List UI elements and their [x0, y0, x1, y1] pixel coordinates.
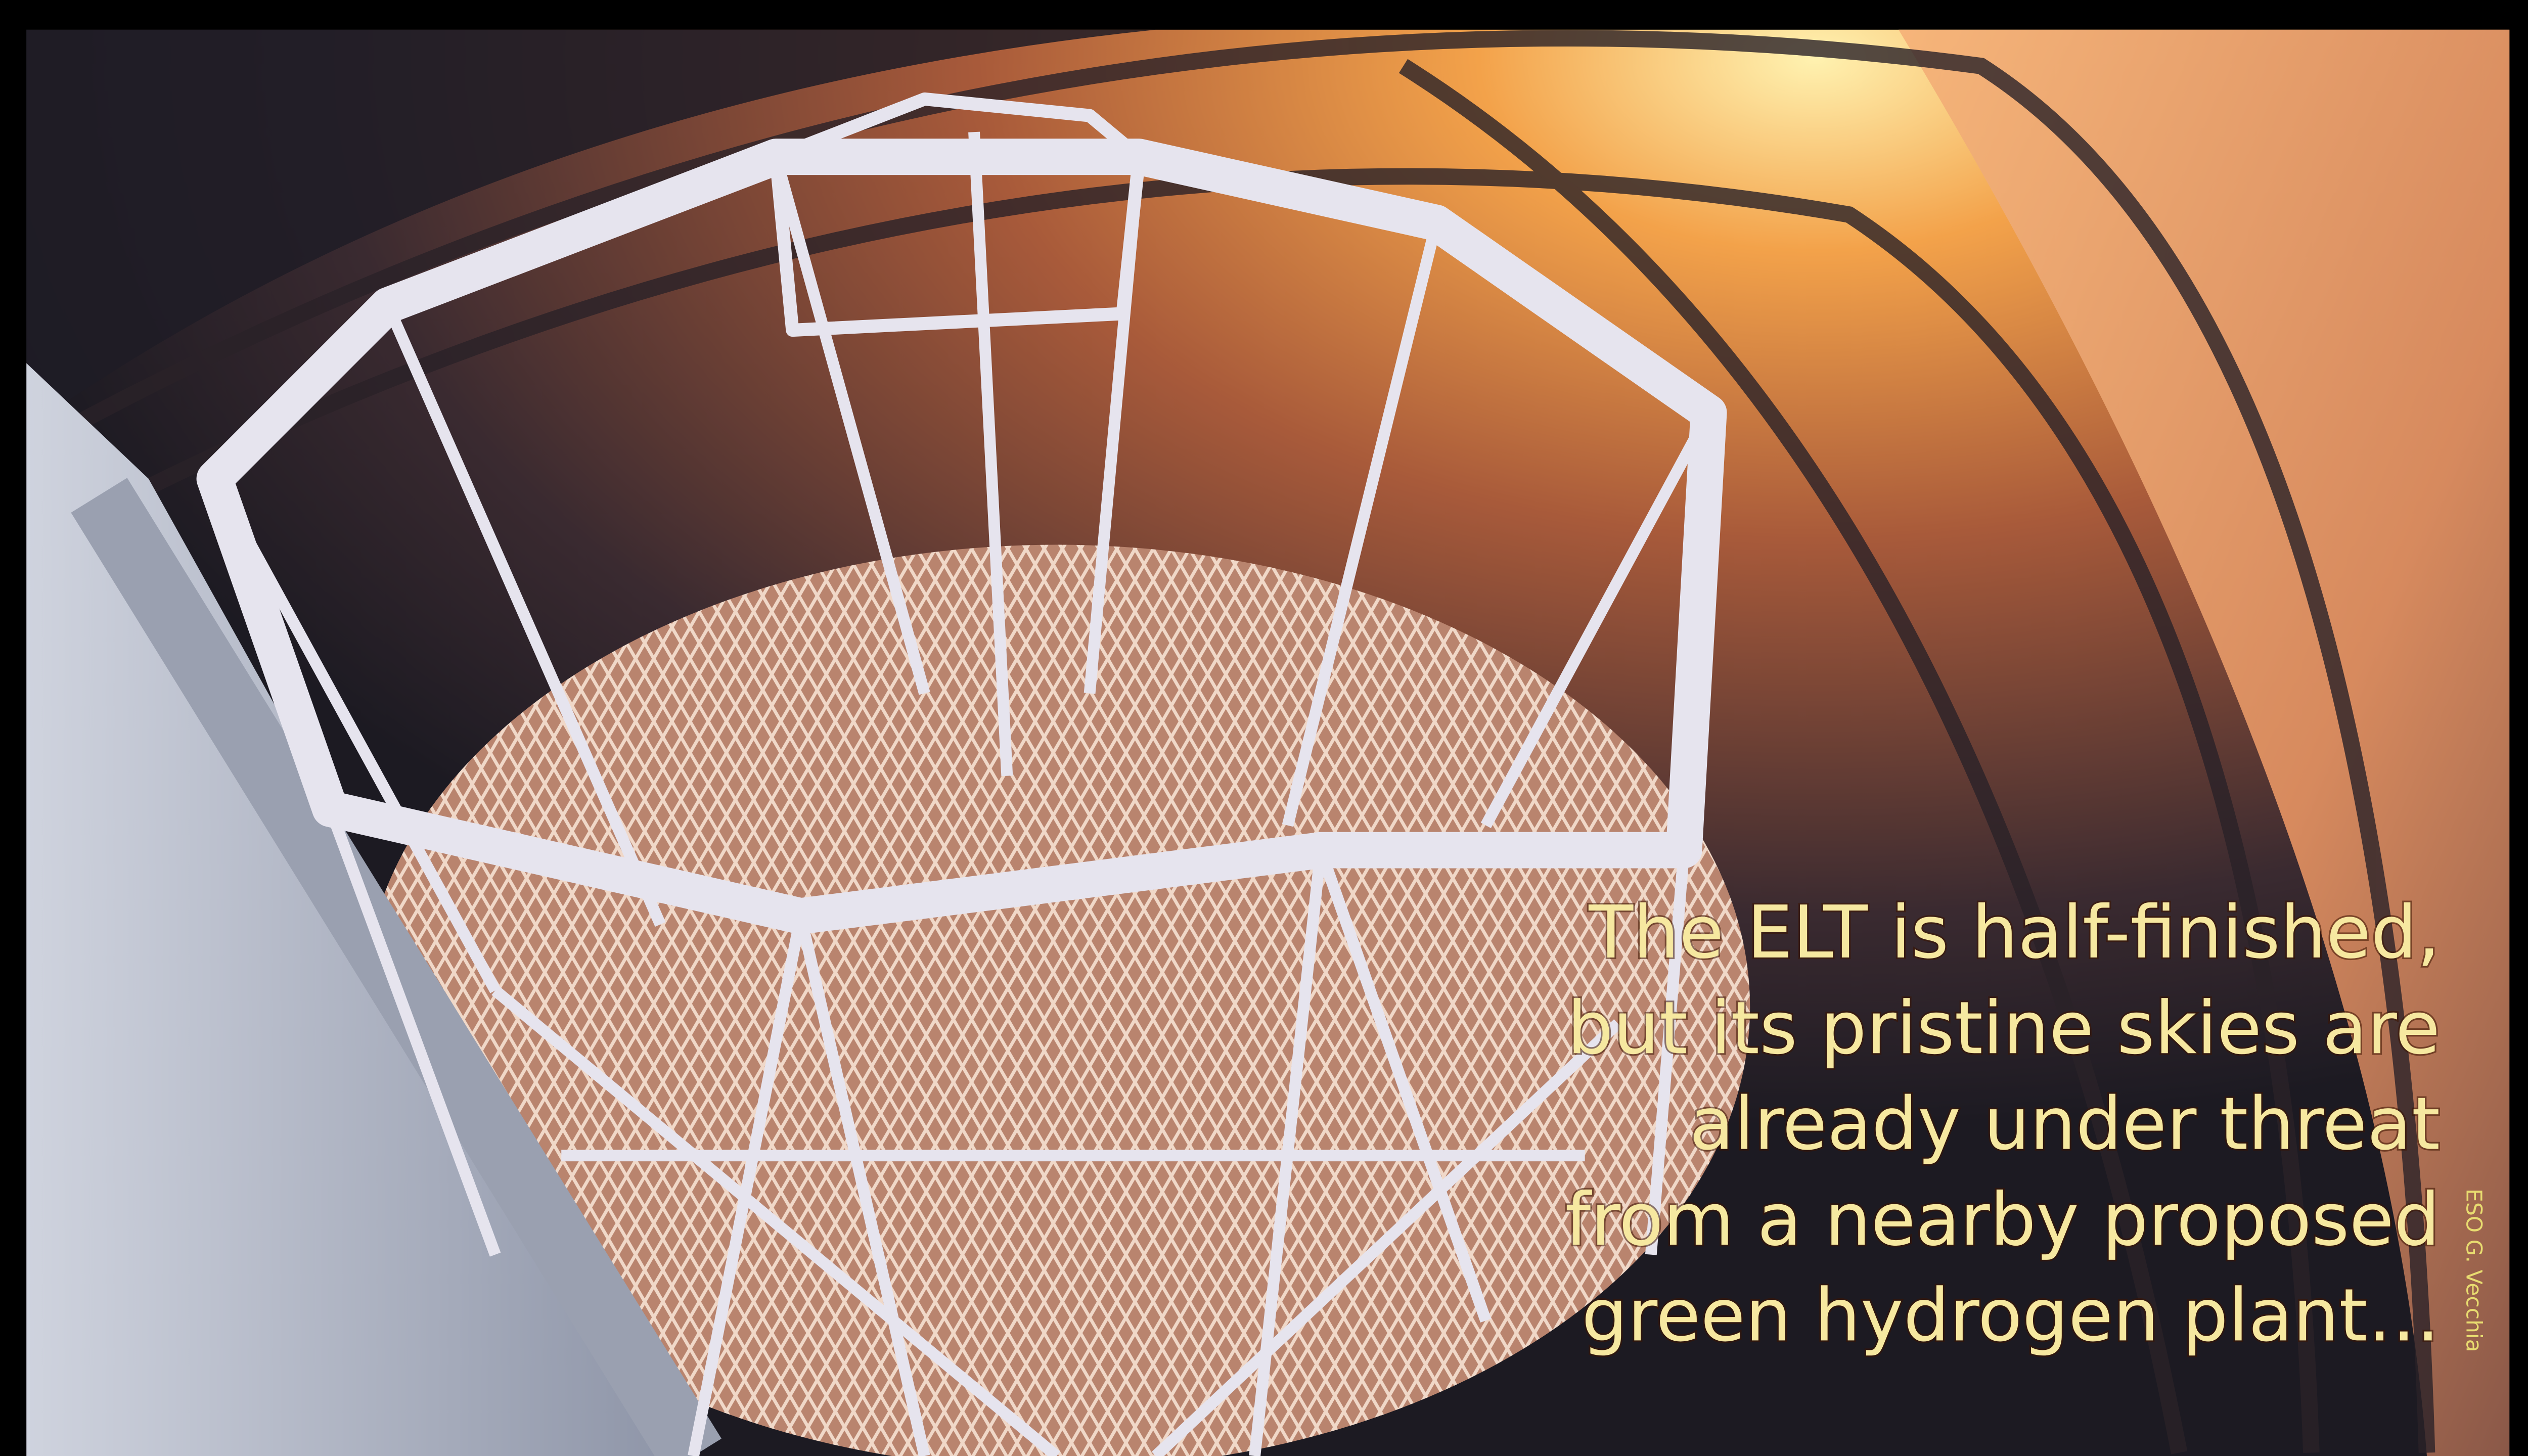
caption-line: already under threat	[1690, 1082, 2441, 1166]
photo-credit: ESO G. Vecchia	[2461, 1189, 2486, 1352]
caption-line: but its pristine skies are	[1567, 986, 2440, 1070]
truss-structure	[196, 92, 1727, 1456]
caption: The ELT is half-finished, but its pristin…	[1563, 889, 2442, 1359]
caption-line: green hydrogen plant…	[1582, 1273, 2440, 1357]
desert	[1899, 29, 2510, 1456]
caption-line: The ELT is half-finished,	[1588, 890, 2440, 975]
dome-arches	[62, 30, 2435, 1454]
dome-shadow	[26, 29, 1156, 429]
caption-line: from a nearby proposed	[1565, 1177, 2441, 1262]
